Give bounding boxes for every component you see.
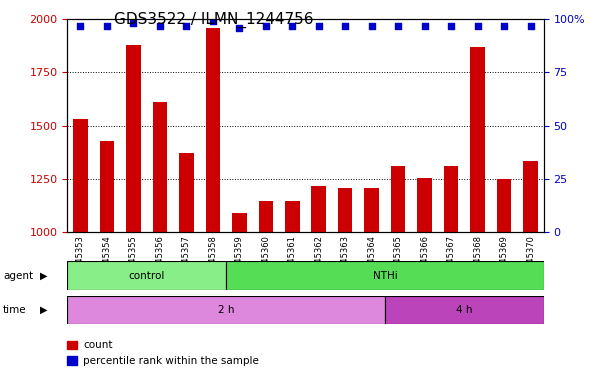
- Point: [235, 25, 244, 31]
- Point: [261, 23, 271, 29]
- Bar: [312, 187, 326, 232]
- Point: [76, 23, 86, 29]
- Bar: [226, 261, 544, 290]
- Point: [367, 23, 376, 29]
- Bar: [67, 341, 77, 349]
- Bar: [285, 202, 299, 232]
- Point: [525, 23, 535, 29]
- Bar: [153, 102, 167, 232]
- Bar: [497, 179, 511, 232]
- Text: control: control: [128, 270, 165, 281]
- Bar: [67, 261, 226, 290]
- Bar: [100, 141, 114, 232]
- Point: [446, 23, 456, 29]
- Bar: [470, 47, 485, 232]
- Point: [208, 18, 218, 25]
- Text: GDS3522 / ILMN_1244756: GDS3522 / ILMN_1244756: [114, 12, 313, 28]
- Text: agent: agent: [3, 270, 33, 281]
- Text: count: count: [83, 340, 112, 350]
- Point: [340, 23, 350, 29]
- Bar: [73, 119, 88, 232]
- Bar: [258, 202, 273, 232]
- Bar: [232, 213, 247, 232]
- Text: ▶: ▶: [40, 270, 48, 281]
- Point: [128, 20, 138, 26]
- Text: NTHi: NTHi: [373, 270, 397, 281]
- Point: [499, 23, 509, 29]
- Text: percentile rank within the sample: percentile rank within the sample: [83, 356, 259, 366]
- Bar: [179, 154, 194, 232]
- Bar: [126, 45, 141, 232]
- Point: [314, 23, 324, 29]
- Bar: [523, 161, 538, 232]
- Bar: [444, 166, 458, 232]
- Bar: [67, 296, 385, 324]
- Point: [473, 23, 483, 29]
- Text: 4 h: 4 h: [456, 305, 473, 315]
- Point: [155, 23, 165, 29]
- Point: [287, 23, 297, 29]
- Point: [181, 23, 191, 29]
- Bar: [417, 178, 432, 232]
- Point: [102, 23, 112, 29]
- Bar: [338, 187, 353, 232]
- Point: [393, 23, 403, 29]
- Bar: [364, 187, 379, 232]
- Bar: [385, 296, 544, 324]
- Point: [420, 23, 430, 29]
- Text: ▶: ▶: [40, 305, 48, 315]
- Bar: [67, 356, 77, 365]
- Bar: [205, 28, 220, 232]
- Text: 2 h: 2 h: [218, 305, 235, 315]
- Bar: [391, 166, 406, 232]
- Text: time: time: [3, 305, 27, 315]
